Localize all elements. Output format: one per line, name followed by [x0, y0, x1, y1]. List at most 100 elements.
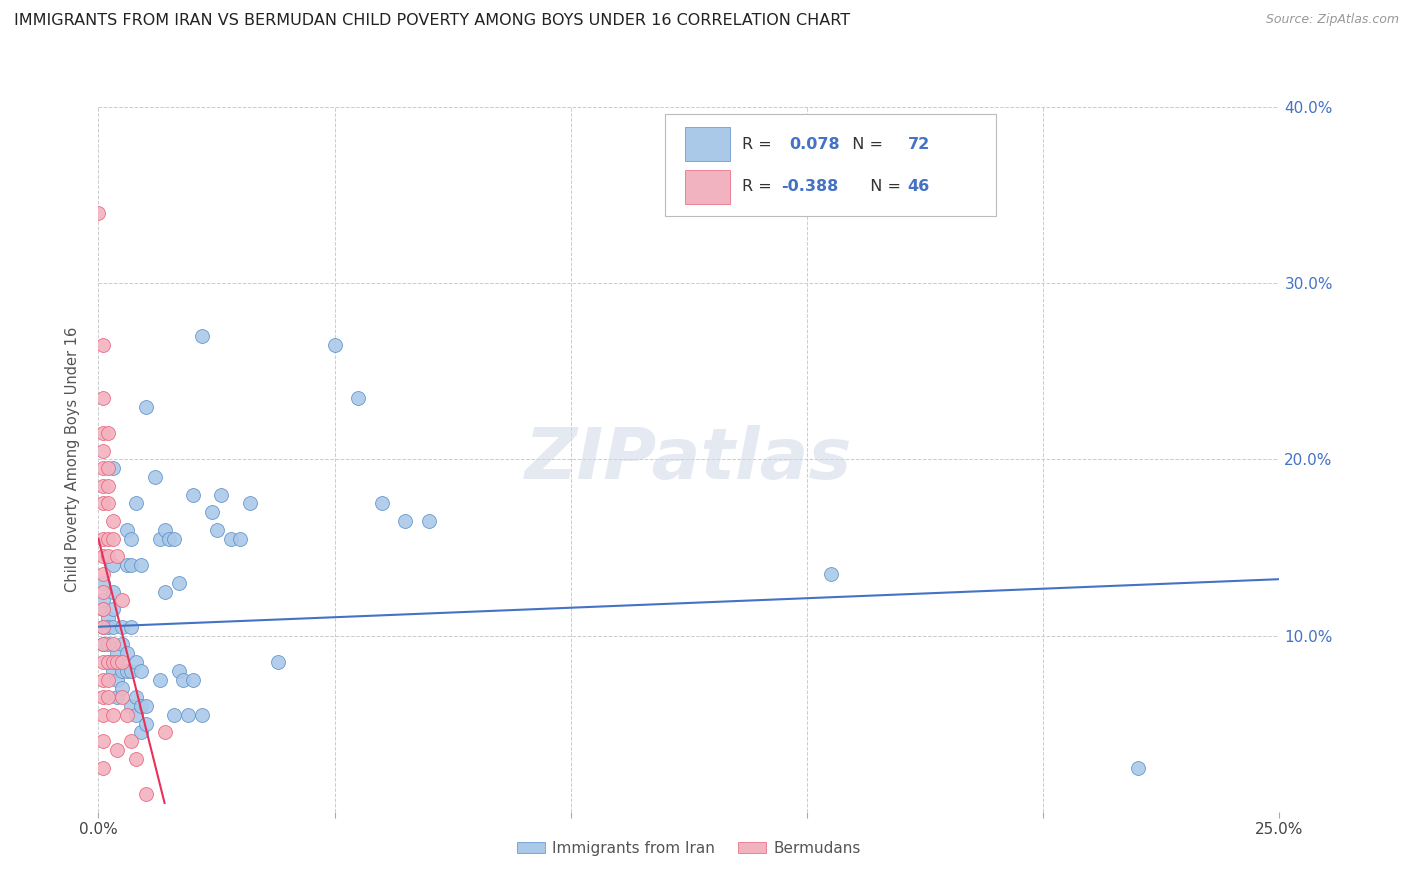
Point: [209, 487, 232, 501]
Point: [91, 566, 114, 581]
Text: IMMIGRANTS FROM IRAN VS BERMUDAN CHILD POVERTY AMONG BOYS UNDER 16 CORRELATION C: IMMIGRANTS FROM IRAN VS BERMUDAN CHILD P…: [14, 13, 851, 29]
Point: [91, 496, 114, 510]
Point: [91, 655, 114, 669]
Text: R =: R =: [742, 136, 782, 152]
Point: [91, 549, 114, 564]
Point: [371, 496, 394, 510]
Point: [163, 707, 186, 722]
Point: [157, 532, 180, 546]
Point: [97, 655, 120, 669]
Text: 72: 72: [907, 136, 929, 152]
Point: [105, 655, 128, 669]
Point: [121, 620, 143, 634]
Point: [239, 496, 262, 510]
Point: [149, 673, 172, 687]
Y-axis label: Child Poverty Among Boys Under 16: Child Poverty Among Boys Under 16: [65, 326, 80, 592]
Point: [418, 514, 440, 528]
Text: N =: N =: [842, 136, 889, 152]
Point: [101, 461, 124, 475]
Point: [97, 496, 120, 510]
Point: [111, 637, 134, 651]
Point: [111, 593, 134, 607]
Point: [167, 664, 190, 678]
Point: [91, 707, 114, 722]
Point: [101, 584, 124, 599]
Point: [115, 707, 138, 722]
Point: [105, 549, 128, 564]
FancyBboxPatch shape: [665, 114, 995, 216]
Point: [129, 725, 152, 739]
Text: N =: N =: [860, 179, 907, 194]
Point: [121, 734, 143, 748]
Point: [125, 655, 148, 669]
Point: [97, 479, 120, 493]
Point: [91, 584, 114, 599]
Point: [205, 523, 228, 537]
Point: [267, 655, 290, 669]
Point: [97, 549, 120, 564]
Point: [115, 523, 138, 537]
Point: [111, 655, 134, 669]
Point: [91, 620, 114, 634]
Point: [91, 461, 114, 475]
Point: [181, 673, 204, 687]
Point: [191, 329, 214, 343]
FancyBboxPatch shape: [685, 128, 730, 161]
Point: [101, 664, 124, 678]
Point: [153, 584, 176, 599]
Point: [121, 699, 143, 714]
Point: [229, 532, 252, 546]
Point: [181, 487, 204, 501]
Point: [91, 602, 114, 616]
Point: [91, 602, 114, 616]
Point: [91, 734, 114, 748]
Text: Source: ZipAtlas.com: Source: ZipAtlas.com: [1265, 13, 1399, 27]
Point: [97, 673, 120, 687]
Point: [167, 575, 190, 590]
Point: [91, 761, 114, 775]
Point: [153, 523, 176, 537]
Point: [97, 637, 120, 651]
Point: [820, 566, 842, 581]
Point: [135, 699, 157, 714]
Point: [125, 752, 148, 766]
Point: [394, 514, 416, 528]
Point: [153, 725, 176, 739]
Point: [125, 690, 148, 705]
Point: [91, 479, 114, 493]
Point: [111, 664, 134, 678]
Point: [143, 470, 166, 484]
Point: [129, 558, 152, 573]
Point: [121, 664, 143, 678]
Point: [129, 699, 152, 714]
Point: [105, 646, 128, 660]
Point: [101, 558, 124, 573]
Point: [101, 532, 124, 546]
Point: [97, 461, 120, 475]
Point: [121, 532, 143, 546]
Point: [91, 620, 114, 634]
Point: [91, 637, 114, 651]
Point: [125, 496, 148, 510]
FancyBboxPatch shape: [685, 169, 730, 203]
Text: 46: 46: [907, 179, 929, 194]
Point: [201, 505, 224, 519]
Point: [91, 575, 114, 590]
Point: [172, 673, 194, 687]
Point: [87, 205, 110, 219]
Point: [97, 690, 120, 705]
Point: [111, 620, 134, 634]
Point: [115, 646, 138, 660]
Point: [105, 743, 128, 757]
Point: [135, 716, 157, 731]
Point: [177, 707, 200, 722]
Point: [101, 602, 124, 616]
Point: [101, 514, 124, 528]
Text: -0.388: -0.388: [782, 179, 838, 194]
Point: [191, 707, 214, 722]
Point: [149, 532, 172, 546]
Point: [163, 532, 186, 546]
Point: [97, 532, 120, 546]
Point: [115, 664, 138, 678]
Point: [125, 707, 148, 722]
